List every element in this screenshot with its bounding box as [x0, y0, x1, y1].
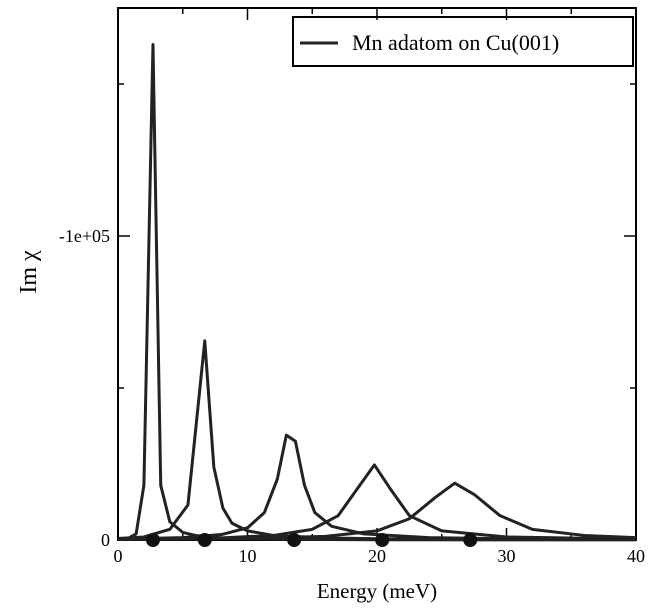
y-tick-label: 0 [101, 530, 110, 550]
marker [375, 533, 390, 547]
marker [463, 533, 478, 547]
marker [145, 533, 160, 547]
y-tick-label: -1e+05 [59, 226, 110, 246]
x-tick-label: 0 [114, 546, 123, 566]
x-tick-label: 20 [368, 546, 386, 566]
x-tick-label: 40 [627, 546, 645, 566]
plot-frame [117, 7, 637, 541]
legend-label: Mn adatom on Cu(001) [352, 30, 559, 55]
legend-box [292, 16, 634, 67]
x-tick-label: 30 [498, 546, 516, 566]
marker [197, 533, 212, 547]
x-axis-label: Energy (meV) [317, 579, 437, 603]
data-line [117, 42, 637, 542]
x-tick-label: 10 [239, 546, 257, 566]
marker [287, 533, 302, 547]
y-axis-label: Im χ [16, 250, 42, 294]
